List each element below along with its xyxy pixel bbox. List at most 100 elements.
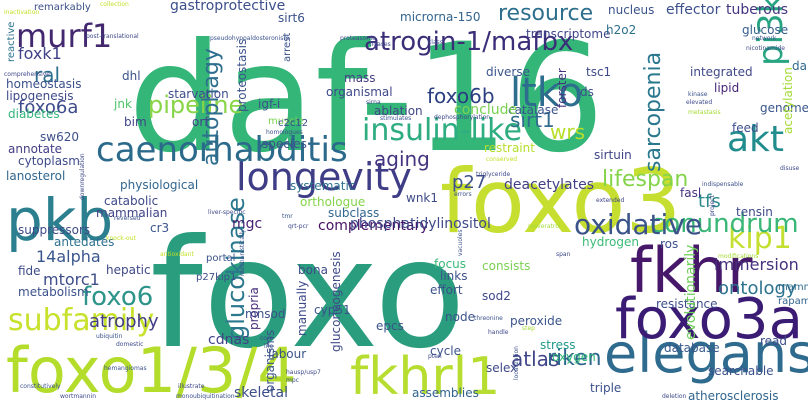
word-orf: orf xyxy=(192,115,209,129)
word-integrated: integrated xyxy=(690,65,753,79)
word-caenorhabditis: caenorhabditis xyxy=(96,130,348,170)
word-post-translational: post-translational xyxy=(86,33,139,40)
word-stress: stress xyxy=(540,338,576,352)
word-forster: forster xyxy=(555,68,569,108)
word-modifications: modifications xyxy=(718,253,758,260)
word-sirna: sirna xyxy=(366,99,381,106)
word-manually: manually xyxy=(295,281,309,336)
word-metabolism: metabolism xyxy=(18,285,89,299)
word-glucokinase: glucokinase xyxy=(222,197,250,340)
word-genome: genome xyxy=(760,101,808,115)
word-dhl: dhl xyxy=(122,69,141,83)
word-wnk1: wnk1 xyxy=(406,191,438,205)
word-dauer: dauer xyxy=(792,59,808,73)
word-cr3: cr3 xyxy=(150,221,169,235)
word-mammalian: mammalian xyxy=(96,206,167,220)
word-core: core xyxy=(260,335,273,342)
word-ltko: ltko xyxy=(510,70,583,116)
word-lipogenesis: lipogenesis xyxy=(6,89,73,103)
word-insulin-like: insulin-like xyxy=(362,113,522,148)
word-assemblies: assemblies xyxy=(412,386,479,400)
word-cytoplasm: cytoplasm xyxy=(18,154,80,168)
word-mass: mass xyxy=(344,71,376,85)
word-cyp51: cyp51 xyxy=(314,303,351,317)
word-muscle: muscle xyxy=(268,116,304,127)
word-suppressors: suppressors xyxy=(18,223,90,237)
word-bona: bona xyxy=(298,263,328,277)
word-proteasome: proteasome xyxy=(340,35,376,42)
word-ds: ds xyxy=(580,85,594,99)
word-antedates: antedates xyxy=(54,235,114,249)
word-effector: effector xyxy=(666,2,721,18)
word-ubiquitin: ubiquitin xyxy=(96,333,123,340)
word-oxygen: oxygen xyxy=(552,350,596,364)
word-kip1: kip1 xyxy=(728,221,792,256)
word-network: network xyxy=(752,35,777,42)
word-catalase: catalase xyxy=(508,103,558,117)
word-akt: akt xyxy=(727,119,784,160)
word-atrophy: atrophy xyxy=(89,311,159,332)
word-sod2: sod2 xyxy=(482,289,511,303)
word-elegans: elegans xyxy=(604,322,808,385)
word-longevity: longevity xyxy=(236,155,412,199)
word-peroxide: peroxide xyxy=(510,314,562,328)
word-hausp-usp7: hausp/usp7 xyxy=(286,369,321,376)
word-mtorc1: mtorc1 xyxy=(43,270,100,289)
word-monoubiquitination: monoubiquitination xyxy=(176,393,235,400)
word-restraint: restraint xyxy=(484,141,535,155)
word-reactive: reactive xyxy=(6,22,17,62)
word-inactivation: inactivation xyxy=(4,9,39,16)
word-wrs: wrs xyxy=(550,120,585,144)
word-species: species xyxy=(262,137,307,151)
word-skeletal: skeletal xyxy=(234,385,288,401)
word-disuse: disuse xyxy=(780,165,800,172)
word-microrna-150: microrna-150 xyxy=(400,10,481,24)
word-p27: p27 xyxy=(452,172,486,193)
word-nucleus: nucleus xyxy=(608,3,654,17)
word-tsc1: tsc1 xyxy=(586,65,611,79)
word-remarkably: remarkably xyxy=(34,2,91,13)
word-physiological: physiological xyxy=(120,178,198,192)
word-mammals: mammals xyxy=(778,282,808,293)
word-foxo1-3-4: foxo1/3/4 xyxy=(6,334,297,404)
word-igf-i: igf-i xyxy=(258,97,280,111)
word-illustrate: illustrate xyxy=(178,383,205,390)
word-foxo3a: foxo3a xyxy=(615,287,803,352)
word-pkb: pkb xyxy=(6,186,113,254)
word-deacetylates: deacetylates xyxy=(504,177,594,193)
word-ligases: ligases xyxy=(370,41,391,48)
word-threonine: threonine xyxy=(474,315,503,322)
word-conclude: conclude xyxy=(454,102,517,118)
word-vacuoles: vacuoles xyxy=(457,230,464,256)
word-jnk: jnk xyxy=(113,97,132,111)
word-foxo6: foxo6 xyxy=(82,282,153,312)
word-elevated: elevated xyxy=(686,99,712,106)
word-systematic: systematic xyxy=(290,179,355,193)
word-resveratrol: resveratrol xyxy=(528,223,561,230)
word-mechanistically: mechanistically xyxy=(239,229,246,276)
word-aging: aging xyxy=(374,147,430,171)
word-homologues: homologues xyxy=(266,129,303,136)
word-lifespan: lifespan xyxy=(602,167,688,192)
word-gastroprotective: gastroprotective xyxy=(170,0,285,14)
word-labour: labour xyxy=(268,347,306,361)
word-ontology: ontology xyxy=(718,278,797,299)
word-epcs: epcs xyxy=(376,319,404,333)
word-daf-16: daf-16 xyxy=(128,12,605,186)
word-tuberous: tuberous xyxy=(726,2,788,18)
word-foxo3: foxo3 xyxy=(440,150,681,253)
word-mgc: mgc xyxy=(232,216,262,232)
word-knock-out: knock-out xyxy=(106,235,136,242)
word-extended: extended xyxy=(596,197,624,204)
word-p27kip1: p27kip1 xyxy=(196,272,236,283)
word-selex: selex xyxy=(486,361,517,375)
word-antioxidant: antioxidant xyxy=(160,251,194,258)
word-bim: bim xyxy=(124,115,147,129)
word-collection: collection xyxy=(100,1,129,8)
word-read: read xyxy=(760,334,787,348)
word-mnsod: mnsod xyxy=(245,307,286,321)
word-feed: feed xyxy=(732,121,759,135)
word-tmr: tmr xyxy=(282,213,293,220)
word-links: links xyxy=(440,269,467,283)
word-propria: propria xyxy=(247,287,261,330)
